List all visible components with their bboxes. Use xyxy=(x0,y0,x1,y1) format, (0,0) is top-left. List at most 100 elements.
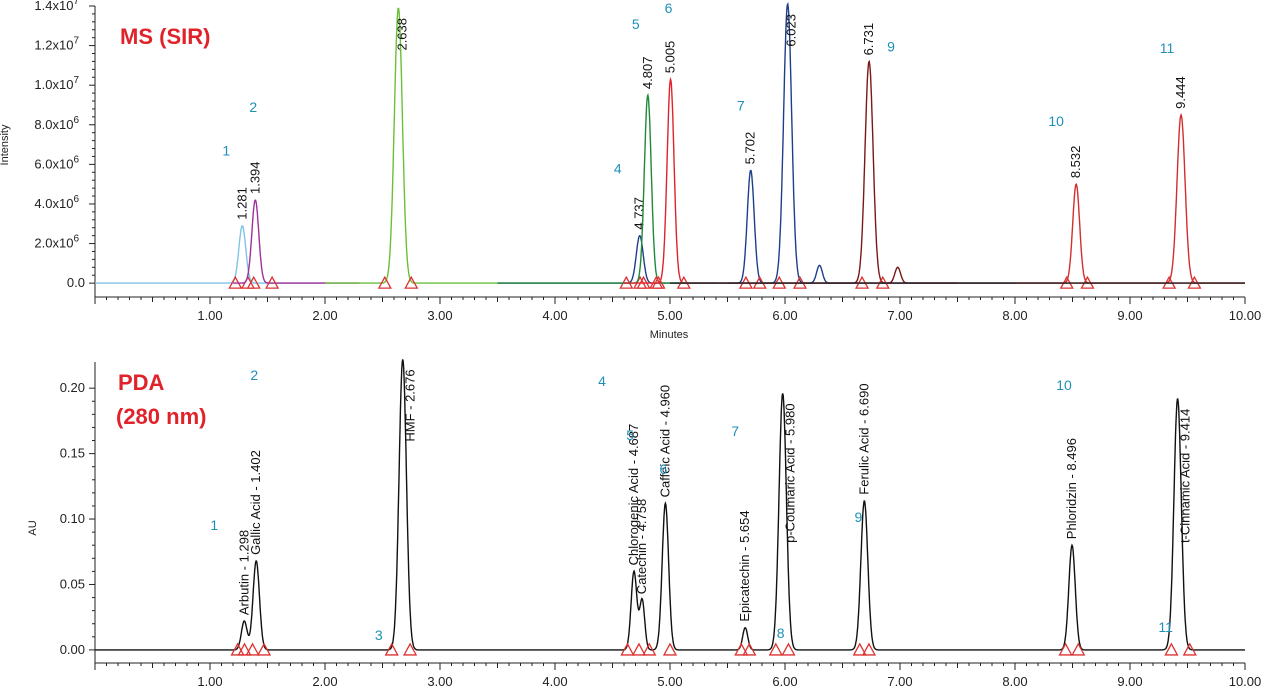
y-tick-label: 0.20 xyxy=(60,380,85,395)
peak-label: Catechin - 4.758 xyxy=(634,499,649,594)
y-tick-exponent: 6 xyxy=(73,154,79,165)
peak-number: 11 xyxy=(1158,619,1173,635)
x-tick-label: 1.00 xyxy=(197,308,222,323)
peak-number: 7 xyxy=(737,97,745,113)
x-tick-label: 3.00 xyxy=(427,308,452,323)
chart-panel-1: 1.00 2.00 3.00 4.00 5.00 6.00 7.00 8.00 9.00 10.0… xyxy=(0,0,1261,341)
y-tick-label: 1.2x107 xyxy=(34,36,79,53)
peak-number: 7 xyxy=(731,423,739,439)
panel-title: PDA xyxy=(118,370,165,395)
y-tick-label: 1.0x107 xyxy=(34,75,79,92)
peak-label: Ferulic Acid - 6.690 xyxy=(856,383,871,494)
integration-marker xyxy=(620,642,635,656)
peak-label: Gallic Acid - 1.402 xyxy=(248,450,263,555)
x-tick-label: 5.00 xyxy=(657,674,682,689)
peak-number: 9 xyxy=(854,509,862,525)
y-tick-exponent: 6 xyxy=(73,194,79,205)
peak-label: t-Cinnamic Acid - 9.414 xyxy=(1178,409,1193,543)
peak-label: 6.731 xyxy=(861,23,876,56)
x-tick-label: 10.00 xyxy=(1229,674,1262,689)
peak-number: 2 xyxy=(249,99,257,115)
peak-label: 8.532 xyxy=(1068,146,1083,179)
integration-marker xyxy=(1071,642,1086,656)
y-tick-label: 1.4x107 xyxy=(34,0,79,13)
peak-label: HMF - 2.676 xyxy=(403,369,418,441)
peak-label: Arbutin - 1.298 xyxy=(236,530,251,615)
integration-marker xyxy=(377,275,392,289)
series-trace-10 xyxy=(1015,113,1245,284)
peak-number: 1 xyxy=(210,517,218,533)
peak-label: 6.023 xyxy=(784,14,799,47)
y-tick-exponent: 7 xyxy=(73,75,79,86)
peak-number: 5 xyxy=(626,427,634,443)
x-tick-label: 7.00 xyxy=(887,674,912,689)
peak-number: 9 xyxy=(887,38,895,54)
x-tick-label: 9.00 xyxy=(1117,674,1142,689)
peak-number: 11 xyxy=(1160,40,1175,56)
y-tick-exponent: 7 xyxy=(73,0,79,7)
y-tick-label: 8.0x106 xyxy=(34,115,79,132)
integration-marker xyxy=(768,642,783,656)
integration-marker xyxy=(237,642,252,656)
peak-label: Caffeic Acid - 4.960 xyxy=(657,385,672,498)
integration-marker xyxy=(1182,642,1197,656)
y-tick-exponent: 6 xyxy=(73,234,79,245)
x-axis-title: Minutes xyxy=(650,329,689,341)
integration-marker xyxy=(246,275,261,289)
integration-marker xyxy=(1058,642,1073,656)
series-trace-8 xyxy=(727,59,1015,284)
peak-label: 5.702 xyxy=(743,132,758,165)
x-tick-label: 6.00 xyxy=(772,308,797,323)
peak-number: 10 xyxy=(1056,377,1072,393)
series-trace-4 xyxy=(497,234,716,284)
integration-marker xyxy=(642,642,657,656)
peak-number: 4 xyxy=(614,161,622,177)
y-tick-label: 0.00 xyxy=(60,642,85,657)
y-tick-exponent: 7 xyxy=(73,36,79,47)
peak-number: 10 xyxy=(1048,113,1064,129)
series-trace-3 xyxy=(325,7,498,284)
integration-marker xyxy=(403,642,418,656)
series-trace-9 xyxy=(1015,182,1245,284)
integration-marker xyxy=(781,642,796,656)
integration-marker xyxy=(631,642,647,656)
x-tick-label: 8.00 xyxy=(1002,674,1027,689)
y-tick-label: 0.05 xyxy=(60,576,85,591)
integration-marker xyxy=(734,642,749,656)
y-tick-exponent: 6 xyxy=(73,115,79,126)
peak-number: 1 xyxy=(222,143,230,159)
integration-marker xyxy=(852,642,867,656)
x-tick-label: 2.00 xyxy=(312,674,337,689)
y-axis-title: AU xyxy=(27,520,39,535)
peak-label: p-Coumaric Acid - 5.980 xyxy=(783,403,798,542)
peak-label: 9.444 xyxy=(1173,76,1188,109)
peak-number: 2 xyxy=(250,367,258,383)
x-tick-label: 3.00 xyxy=(427,674,452,689)
peak-label: 5.005 xyxy=(663,41,678,74)
y-axis-title: Intensity xyxy=(0,124,11,165)
y-tick-label: 0.15 xyxy=(60,446,85,461)
peak-number: 6 xyxy=(660,461,668,477)
integration-marker xyxy=(1164,642,1179,656)
peak-number: 8 xyxy=(777,625,785,641)
series-trace-6 xyxy=(624,77,958,284)
panel-subtitle: (280 nm) xyxy=(116,404,206,429)
integration-marker xyxy=(265,275,280,289)
x-tick-label: 6.00 xyxy=(772,674,797,689)
x-tick-label: 4.00 xyxy=(542,308,567,323)
integration-marker xyxy=(662,642,678,656)
integration-marker xyxy=(651,275,666,289)
y-tick-label: 0.10 xyxy=(60,511,85,526)
peak-label: 4.737 xyxy=(632,197,647,230)
peak-number: 6 xyxy=(665,0,673,16)
y-tick-label: 2.0x106 xyxy=(34,234,79,251)
integration-marker xyxy=(384,642,399,656)
peak-label: Epicatechin - 5.654 xyxy=(737,510,752,621)
series-trace-5 xyxy=(497,93,716,284)
integration-marker xyxy=(256,642,272,656)
integration-marker xyxy=(742,642,757,656)
integration-marker xyxy=(861,642,877,656)
integration-marker xyxy=(404,275,419,289)
peak-label: 2.638 xyxy=(394,18,409,51)
